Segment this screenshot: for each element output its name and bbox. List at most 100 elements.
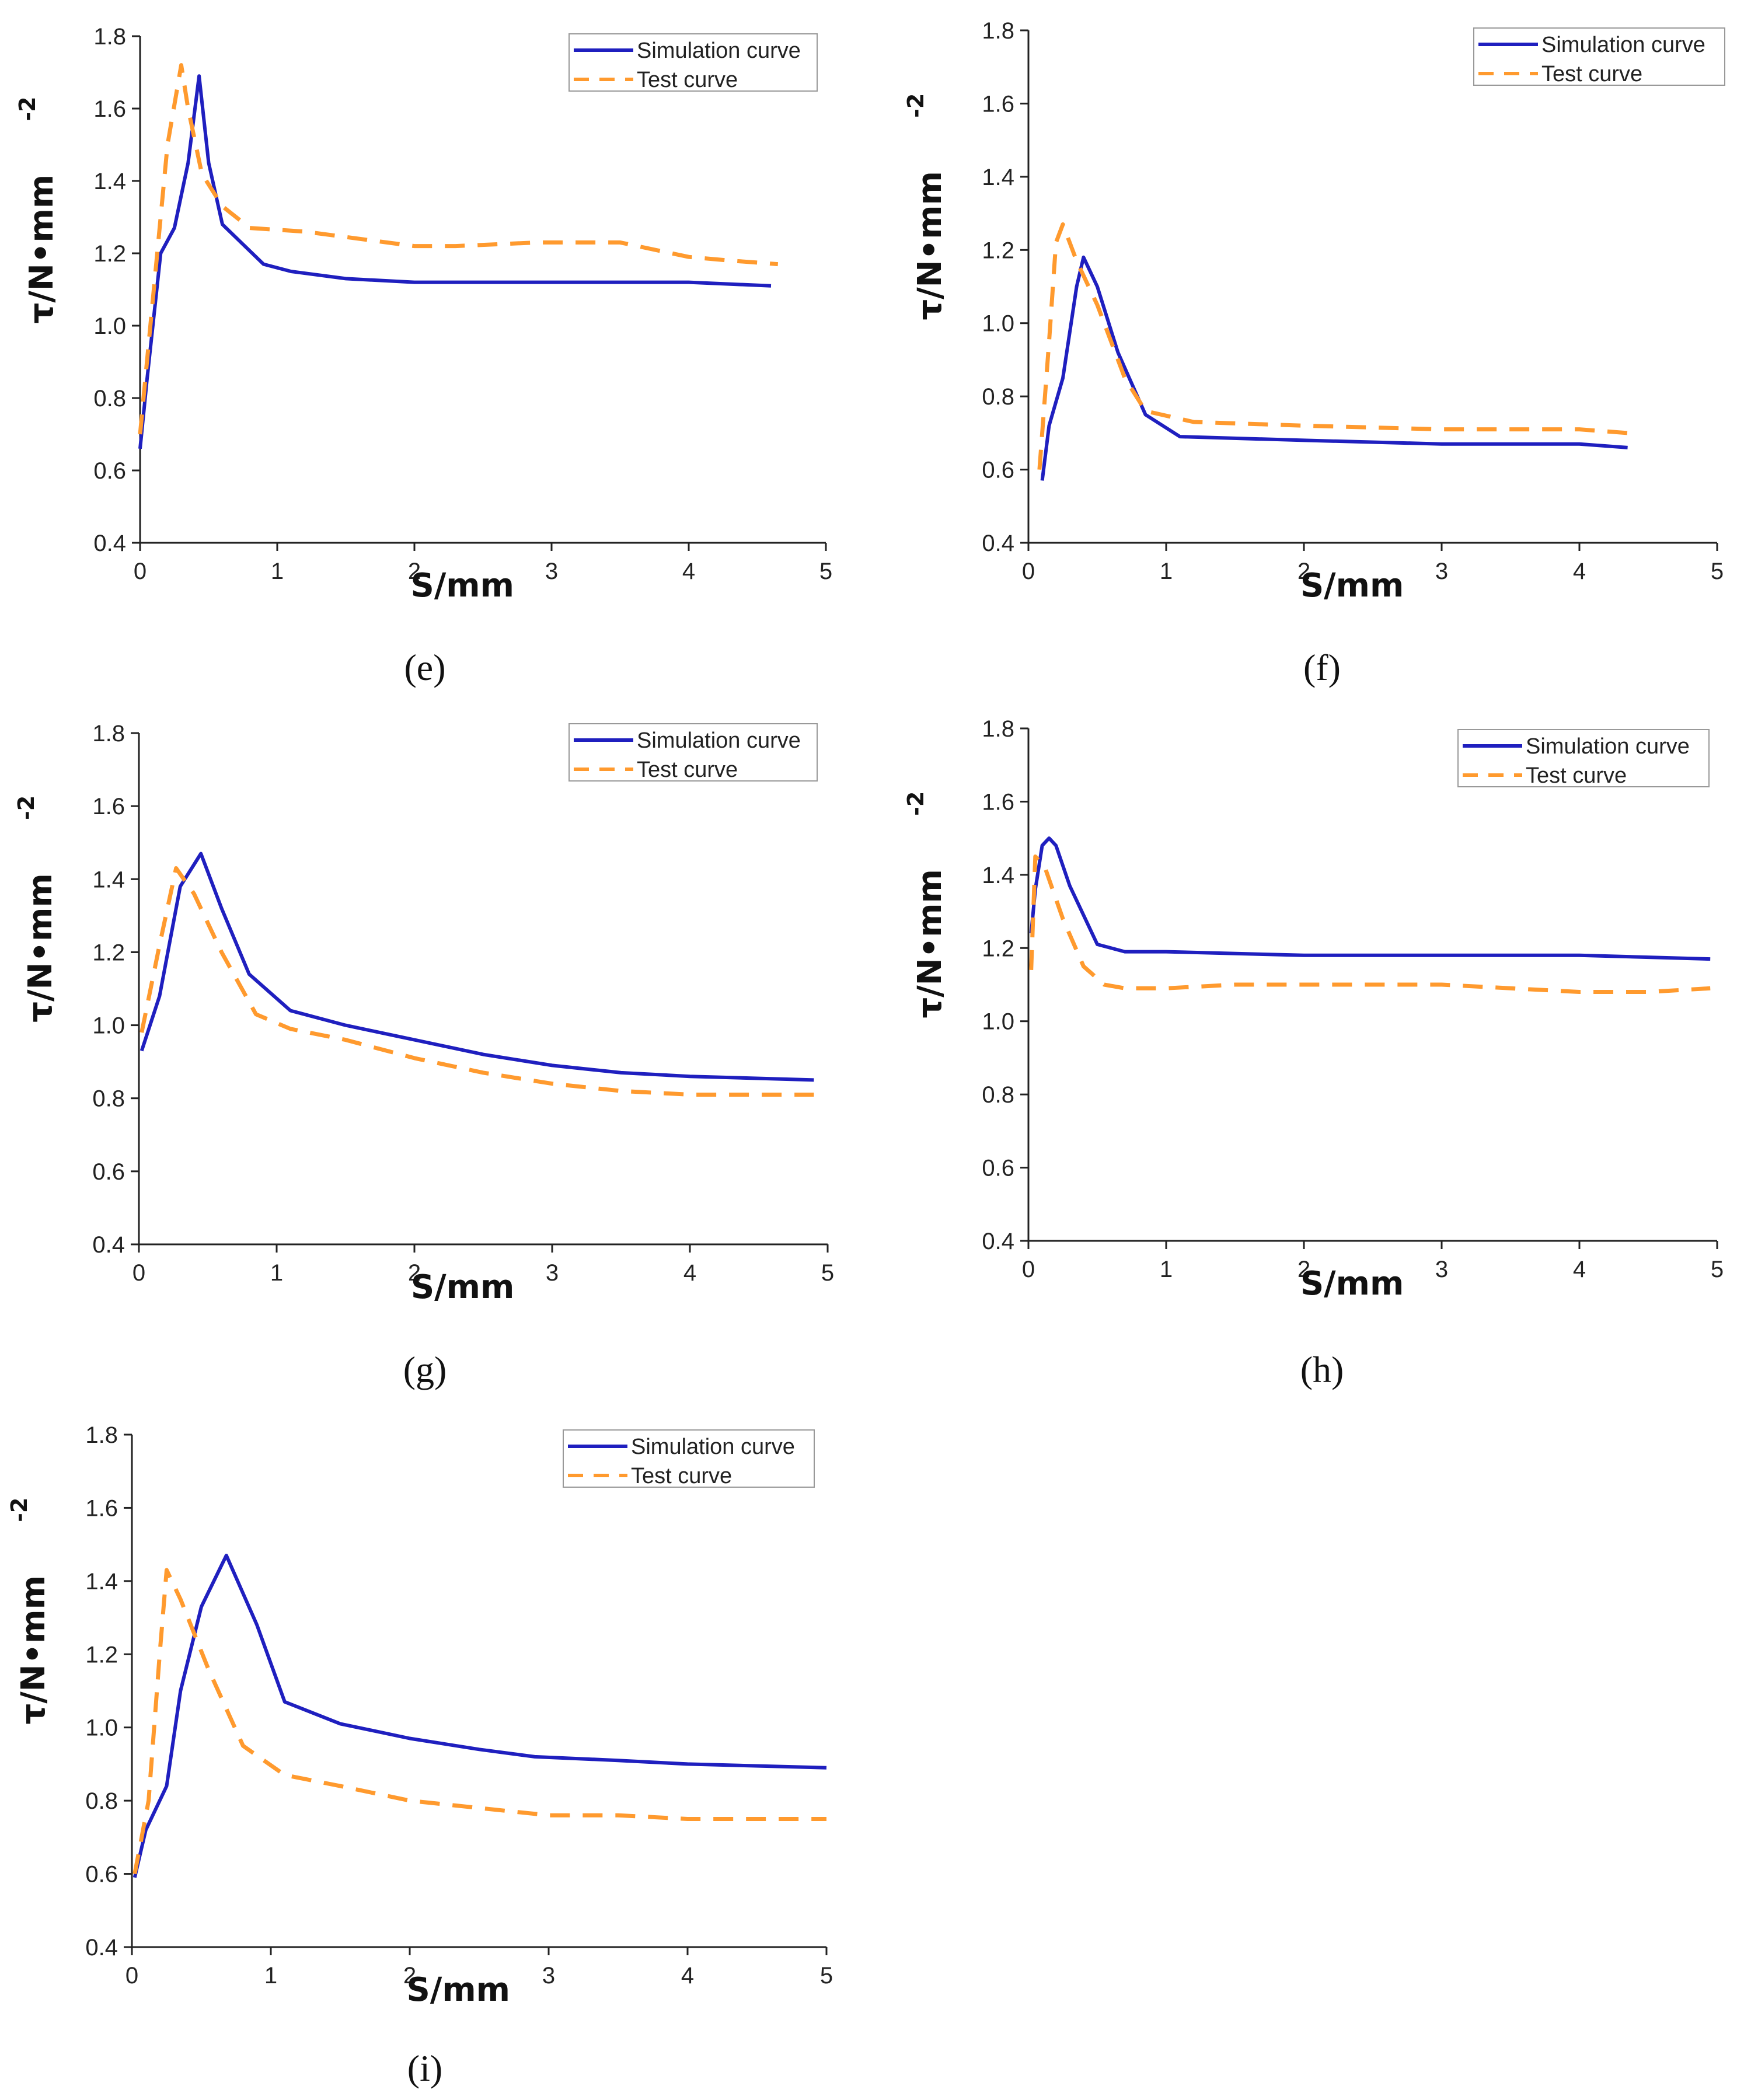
legend-entry-label: Test curve — [637, 68, 738, 92]
x-tick-label: 4 — [683, 1260, 696, 1286]
x-tick-label: 5 — [819, 559, 832, 584]
y-tick-label: 0.6 — [982, 458, 1014, 483]
x-tick-label: 3 — [1435, 1257, 1448, 1282]
x-tick-label: 4 — [682, 559, 695, 584]
legend-box — [568, 723, 818, 782]
y-tick-label: 1.4 — [85, 1569, 118, 1595]
x-tick-label: 2 — [403, 1963, 416, 1989]
x-tick-label: 5 — [1711, 559, 1724, 584]
y-tick-label: 1.0 — [93, 313, 126, 339]
y-tick-label: 0.8 — [92, 1086, 125, 1112]
panel-caption: (g) — [403, 1349, 447, 1390]
x-axis-label: S/mm — [1300, 567, 1404, 605]
x-axis-label: S/mm — [411, 567, 515, 605]
y-tick-label: 0.4 — [92, 1232, 125, 1258]
y-tick-label: 1.6 — [982, 789, 1014, 815]
test-curve-line — [132, 1568, 826, 1875]
y-tick-label: 1.4 — [93, 169, 126, 194]
y-axis-label: τ/N•mm — [911, 171, 949, 320]
simulation-curve-line — [1040, 255, 1628, 481]
legend-box — [568, 33, 818, 92]
legend-entry-label: Test curve — [631, 1464, 732, 1488]
x-tick-label: 1 — [1160, 559, 1173, 584]
x-tick-label: 3 — [546, 1260, 559, 1286]
y-tick-label: 1.2 — [92, 940, 125, 965]
legend: Simulation curve Test curve — [563, 1429, 815, 1488]
y-tick-label: 1.8 — [85, 1422, 118, 1448]
y-tick-label: 0.6 — [93, 458, 126, 484]
x-tick-label: 2 — [1297, 1257, 1310, 1282]
legend-entry-label: Test curve — [1541, 62, 1642, 86]
y-axis-label-exponent: -2 — [903, 791, 929, 816]
y-tick-label: 1.8 — [92, 721, 125, 746]
legend-entry-label: Test curve — [1526, 763, 1627, 788]
y-axis-label-exponent: -2 — [6, 1498, 32, 1522]
x-tick-label: 4 — [1573, 559, 1586, 584]
y-tick-label: 1.0 — [85, 1715, 118, 1741]
legend: Simulation curve Test curve — [1473, 27, 1725, 86]
y-tick-label: 0.4 — [982, 531, 1014, 556]
x-axis-label: S/mm — [1300, 1265, 1404, 1303]
y-axis-label-exponent: -2 — [13, 796, 39, 820]
x-tick-label: 2 — [408, 559, 421, 584]
x-axis-label: S/mm — [411, 1268, 515, 1306]
x-tick-label: 1 — [264, 1963, 277, 1989]
legend-box — [1457, 729, 1710, 787]
legend-entry-label: Simulation curve — [637, 728, 801, 753]
x-tick-label: 5 — [1711, 1257, 1724, 1282]
chart-panel: 0.4 0.6 0.8 1.0 1.2 1.4 1.6 1.8 0 1 2 3 4 5 S/mm τ/N•mm… — [13, 721, 834, 1390]
x-tick-label: 4 — [681, 1963, 694, 1989]
x-tick-label: 0 — [1022, 559, 1035, 584]
y-axis-label: τ/N•mm — [23, 175, 61, 324]
x-tick-label: 1 — [270, 1260, 283, 1286]
y-tick-label: 1.2 — [982, 936, 1014, 961]
y-tick-label: 0.6 — [92, 1159, 125, 1185]
y-tick-label: 0.4 — [93, 531, 126, 556]
legend: Simulation curve Test curve — [568, 723, 818, 782]
legend-box — [1473, 27, 1725, 86]
test-curve-line — [138, 63, 779, 435]
legend-box — [563, 1429, 815, 1488]
x-tick-label: 5 — [820, 1963, 833, 1989]
legend: Simulation curve Test curve — [568, 33, 818, 92]
chart-panel: 0.4 0.6 0.8 1.0 1.2 1.4 1.6 1.8 0 1 2 3 4 5 S/mm τ/N•mm… — [6, 1422, 833, 2089]
panel-caption: (e) — [404, 647, 445, 688]
legend: Simulation curve Test curve — [1457, 729, 1710, 788]
y-axis-label: τ/N•mm — [15, 1575, 53, 1725]
y-tick-label: 1.0 — [982, 1009, 1014, 1035]
x-tick-label: 0 — [134, 559, 147, 584]
simulation-curve-line — [1029, 836, 1711, 961]
x-axis-label: S/mm — [407, 1971, 511, 2009]
simulation-curve-line — [132, 1554, 827, 1878]
y-tick-label: 1.8 — [982, 716, 1014, 742]
legend-entry-label: Simulation curve — [1526, 734, 1690, 759]
test-curve-line — [1037, 222, 1628, 470]
x-tick-label: 3 — [1435, 559, 1448, 584]
chart-panel: 0.4 0.6 0.8 1.0 1.2 1.4 1.6 1.8 0 1 2 3 4 5 S/mm τ/N•mm… — [903, 716, 1724, 1390]
y-axis-label-exponent: -2 — [15, 96, 40, 121]
x-tick-label: 1 — [271, 559, 284, 584]
x-tick-label: 5 — [821, 1260, 834, 1286]
y-tick-label: 0.8 — [982, 384, 1014, 410]
legend-entry-label: Simulation curve — [631, 1435, 795, 1459]
x-tick-label: 0 — [132, 1260, 145, 1286]
y-tick-label: 0.6 — [85, 1862, 118, 1888]
x-tick-label: 2 — [1297, 559, 1310, 584]
panel-caption: (h) — [1300, 1349, 1344, 1390]
y-tick-label: 1.6 — [982, 91, 1014, 117]
x-tick-label: 0 — [1022, 1257, 1035, 1282]
x-tick-label: 3 — [545, 559, 558, 584]
x-tick-label: 1 — [1160, 1257, 1173, 1282]
y-tick-label: 0.8 — [93, 386, 126, 411]
y-tick-label: 1.2 — [85, 1642, 118, 1668]
y-tick-label: 1.6 — [93, 96, 126, 122]
y-tick-label: 0.8 — [982, 1082, 1014, 1108]
legend-entry-label: Simulation curve — [1541, 33, 1705, 57]
y-tick-label: 1.4 — [982, 165, 1014, 190]
y-axis-label: τ/N•mm — [22, 873, 60, 1023]
x-tick-label: 0 — [125, 1963, 138, 1989]
y-tick-label: 0.4 — [982, 1229, 1014, 1254]
test-curve-line — [1029, 854, 1711, 994]
x-tick-label: 2 — [408, 1260, 421, 1286]
